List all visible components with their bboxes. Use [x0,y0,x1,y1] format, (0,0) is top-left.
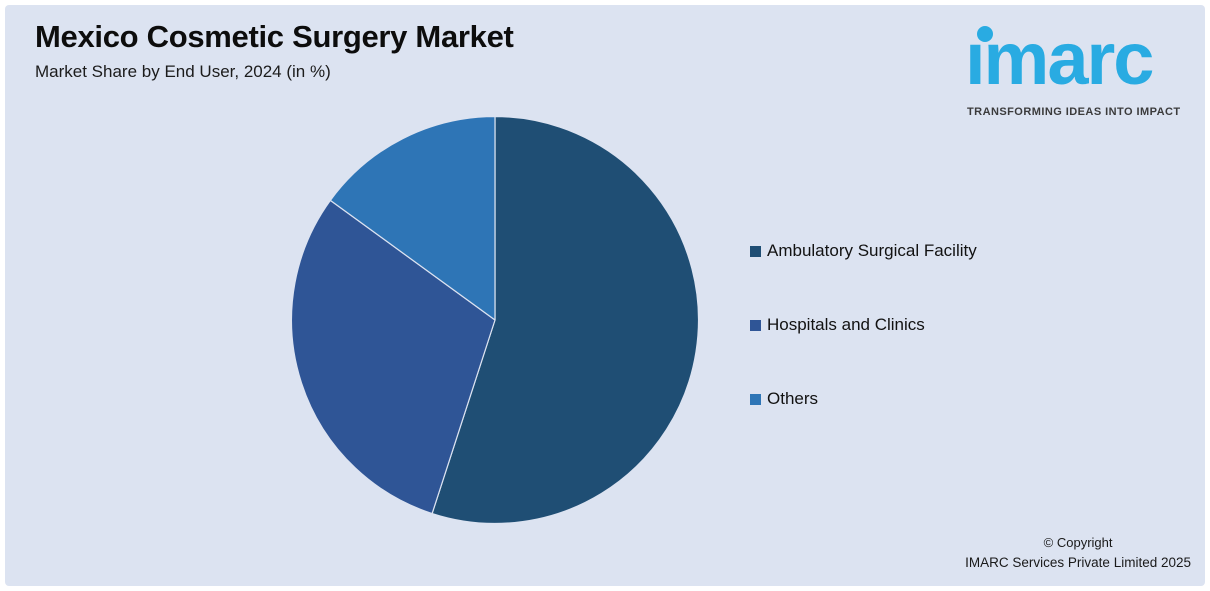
legend-marker-icon [750,245,761,257]
legend-label: Ambulatory Surgical Facility [767,241,977,260]
pie-slice-hospitals-and-clinics [290,199,496,515]
logo-i-dot-icon [977,26,993,42]
pie-slice-others [329,115,496,321]
page-subtitle: Market Share by End User, 2024 (in %) [35,62,331,81]
legend-item-others: Others [750,389,818,409]
legend-label: Hospitals and Clinics [767,315,925,334]
legend-item-ambulatory-surgical-facility: Ambulatory Surgical Facility [750,241,977,261]
pie-slice-ambulatory-surgical-facility [431,115,700,525]
pie-svg [290,115,700,525]
logo-tagline: TRANSFORMING IDEAS INTO IMPACT [967,106,1181,118]
copyright: © Copyright IMARC Services Private Limit… [965,535,1191,570]
page-title: Mexico Cosmetic Surgery Market [35,19,514,54]
logo-wordmark: ımarc [965,17,1154,100]
imarc-logo: ımarc TRANSFORMING IDEAS INTO IMPACT [965,17,1195,125]
legend-marker-icon [750,319,761,331]
copyright-line2: IMARC Services Private Limited 2025 [965,555,1191,570]
copyright-line1: © Copyright [1043,535,1113,550]
legend-label: Others [767,389,819,408]
pie-chart [290,115,700,525]
chart-canvas: Mexico Cosmetic Surgery Market Market Sh… [5,5,1205,586]
header: Mexico Cosmetic Surgery Market Market Sh… [35,19,514,82]
legend-marker-icon [750,393,761,405]
legend-item-hospitals-and-clinics: Hospitals and Clinics [750,315,925,335]
